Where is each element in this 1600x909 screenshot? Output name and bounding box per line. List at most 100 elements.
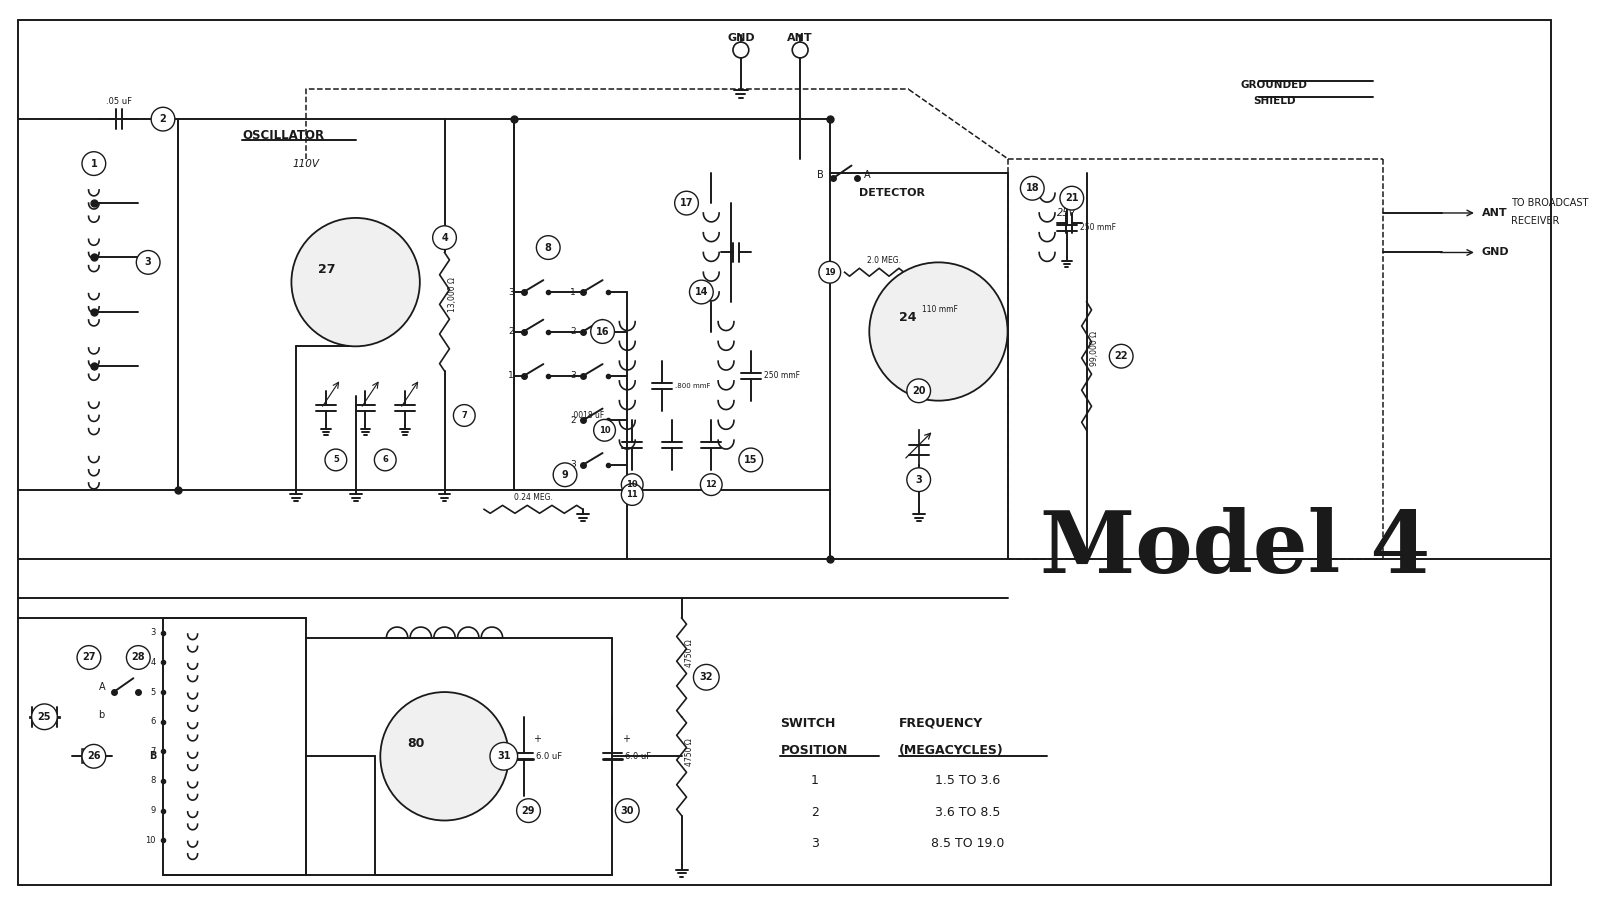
Text: 250 mmF: 250 mmF [1080,224,1115,233]
Text: +: + [533,734,541,744]
Text: 18: 18 [1026,184,1038,194]
Text: 3: 3 [915,474,922,484]
Text: .05 uF: .05 uF [106,97,131,106]
Text: 9: 9 [562,470,568,480]
Text: ANT: ANT [787,34,813,44]
Text: 4: 4 [150,658,157,667]
Circle shape [616,799,638,823]
Text: 8: 8 [150,776,157,785]
Text: 6.0 uF: 6.0 uF [536,752,563,761]
Text: 1: 1 [91,158,98,168]
Text: 110V: 110V [293,159,320,169]
Circle shape [693,664,718,690]
Text: RECEIVER: RECEIVER [1512,215,1560,225]
Circle shape [590,320,614,344]
Text: 4750 Ω: 4750 Ω [685,640,694,667]
Text: ANT: ANT [1482,208,1507,218]
Text: 2.0 MEG.: 2.0 MEG. [867,256,901,265]
Circle shape [594,419,616,441]
Text: .800 mmF: .800 mmF [675,383,710,389]
Text: 3: 3 [570,372,576,381]
Circle shape [792,42,808,58]
Text: DETECTOR: DETECTOR [859,188,925,198]
Circle shape [907,379,931,403]
Circle shape [517,799,541,823]
Text: 6.0 uF: 6.0 uF [626,752,651,761]
Text: 7: 7 [150,747,157,756]
Text: +: + [622,734,630,744]
Text: 14: 14 [694,287,709,297]
Text: (MEGACYCLES): (MEGACYCLES) [899,744,1003,757]
Text: GROUNDED: GROUNDED [1242,80,1307,90]
Text: FREQUENCY: FREQUENCY [899,717,982,730]
Text: 8.5 TO 19.0: 8.5 TO 19.0 [931,837,1005,850]
Text: .0018 uF: .0018 uF [571,411,605,420]
Text: 13,000 Ω: 13,000 Ω [448,277,458,312]
Circle shape [621,474,643,495]
Text: 24: 24 [899,311,917,325]
Circle shape [869,263,1008,401]
Text: 3: 3 [570,460,576,469]
Text: 6: 6 [382,455,389,464]
Circle shape [1021,176,1045,200]
Circle shape [453,405,475,426]
Circle shape [136,251,160,275]
Text: GND: GND [1482,247,1509,257]
Text: 1: 1 [570,287,576,296]
Text: 80: 80 [406,737,424,750]
Text: 28: 28 [131,653,146,663]
Circle shape [621,484,643,505]
Circle shape [1109,345,1133,368]
Text: SWITCH: SWITCH [781,717,835,730]
Text: 32: 32 [699,673,714,683]
Circle shape [733,42,749,58]
Circle shape [739,448,763,472]
Text: 1: 1 [507,372,514,381]
Text: 26: 26 [86,751,101,761]
Text: POSITION: POSITION [781,744,848,757]
Text: 2: 2 [570,416,576,425]
Text: 2: 2 [509,327,514,336]
Text: 25V: 25V [1058,208,1077,218]
Text: 12: 12 [706,480,717,489]
Text: B: B [816,171,824,181]
Text: 1: 1 [811,774,819,787]
Text: 27: 27 [82,653,96,663]
Text: 20: 20 [912,385,925,395]
Text: 99,000 Ω: 99,000 Ω [1090,331,1099,366]
Bar [82,749,102,764]
Circle shape [536,235,560,259]
Text: 0.24 MEG.: 0.24 MEG. [514,494,554,503]
Circle shape [432,225,456,250]
Circle shape [381,692,509,821]
Text: 7: 7 [461,411,467,420]
Text: SHIELD: SHIELD [1253,96,1296,106]
Text: 9: 9 [150,806,157,815]
Text: 6: 6 [150,717,157,726]
Circle shape [126,645,150,669]
Circle shape [77,645,101,669]
Text: 10: 10 [598,425,610,435]
Text: 17: 17 [680,198,693,208]
Text: 3.6 TO 8.5: 3.6 TO 8.5 [936,805,1000,819]
Circle shape [82,152,106,175]
Text: 2: 2 [570,327,576,336]
Text: Model 4: Model 4 [1040,507,1430,591]
Text: 250 mmF: 250 mmF [763,372,800,381]
Text: TO BROADCAST: TO BROADCAST [1512,198,1589,208]
Circle shape [701,474,722,495]
Text: 10: 10 [626,480,638,489]
Text: 19: 19 [824,268,835,276]
Text: 4750 Ω: 4750 Ω [685,738,694,766]
Text: 10: 10 [146,835,157,844]
Text: 3: 3 [144,257,152,267]
Text: 22: 22 [1115,351,1128,361]
Circle shape [1059,186,1083,210]
Circle shape [690,280,714,304]
Circle shape [325,449,347,471]
Text: b: b [99,710,106,720]
Text: GND: GND [726,34,755,44]
Text: 3: 3 [507,287,514,296]
Text: 110 mmF: 110 mmF [922,305,957,314]
Text: 21: 21 [1066,193,1078,203]
